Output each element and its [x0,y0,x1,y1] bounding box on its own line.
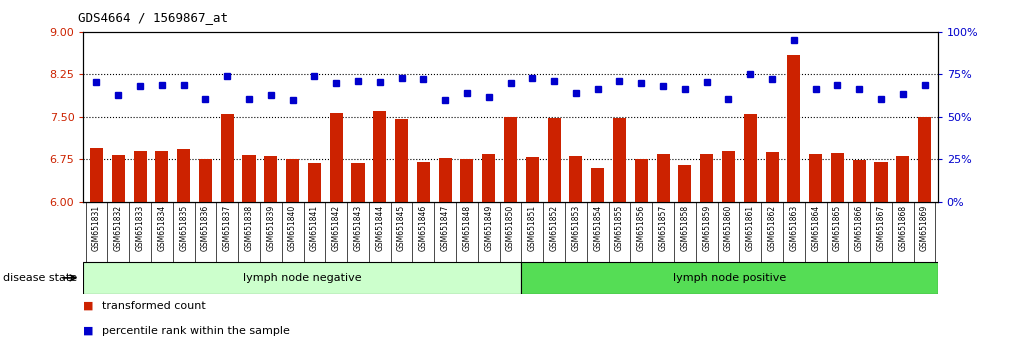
Bar [766,152,779,202]
Text: GSM651852: GSM651852 [549,205,558,251]
Text: GSM651831: GSM651831 [92,205,101,251]
Text: GSM651849: GSM651849 [484,205,493,251]
Bar [918,117,932,202]
Bar [330,113,343,202]
Bar [352,163,364,202]
Bar [896,156,909,202]
Text: GSM651837: GSM651837 [223,205,232,251]
Text: GSM651847: GSM651847 [440,205,450,251]
Text: GSM651841: GSM651841 [310,205,319,251]
Bar [810,154,822,202]
Text: GSM651867: GSM651867 [877,205,886,251]
Text: GSM651840: GSM651840 [288,205,297,251]
Text: GSM651838: GSM651838 [244,205,253,251]
Text: lymph node positive: lymph node positive [673,273,786,283]
Text: GSM651843: GSM651843 [354,205,362,251]
Text: GSM651857: GSM651857 [659,205,667,251]
Text: GSM651868: GSM651868 [898,205,907,251]
Bar [678,165,692,202]
Bar [373,111,386,202]
Text: lymph node negative: lymph node negative [243,273,362,283]
Bar [177,149,190,202]
Text: GSM651834: GSM651834 [158,205,167,251]
Bar [89,148,103,202]
Text: GSM651863: GSM651863 [789,205,798,251]
Text: GSM651856: GSM651856 [637,205,646,251]
Text: GSM651866: GSM651866 [854,205,863,251]
Text: GSM651836: GSM651836 [201,205,210,251]
Bar [831,153,844,202]
Text: GSM651848: GSM651848 [463,205,472,251]
Bar [133,151,146,202]
Text: GSM651850: GSM651850 [506,205,515,251]
Bar [221,114,234,202]
Bar [395,119,408,202]
Text: GSM651851: GSM651851 [528,205,537,251]
Bar [308,163,321,202]
Text: GSM651835: GSM651835 [179,205,188,251]
Bar [635,159,648,202]
Text: disease state: disease state [3,273,77,283]
Bar [264,156,278,202]
Bar [743,114,757,202]
Bar [526,157,539,202]
Bar [722,151,735,202]
Text: GSM651862: GSM651862 [768,205,777,251]
Text: GSM651859: GSM651859 [702,205,711,251]
Text: GSM651846: GSM651846 [419,205,428,251]
Text: transformed count: transformed count [102,301,205,311]
Bar [112,155,125,202]
Text: GSM651853: GSM651853 [572,205,581,251]
Bar [852,160,865,202]
Text: GSM651869: GSM651869 [920,205,930,251]
Text: GSM651855: GSM651855 [615,205,624,251]
Bar [613,118,626,202]
Text: GSM651860: GSM651860 [724,205,733,251]
Text: ■: ■ [83,301,94,311]
Text: GSM651844: GSM651844 [375,205,384,251]
Bar [199,159,212,202]
Bar [83,262,522,294]
Text: GSM651833: GSM651833 [135,205,144,251]
Text: GSM651839: GSM651839 [266,205,276,251]
Text: GSM651842: GSM651842 [332,205,341,251]
Bar [461,159,474,202]
Bar [242,155,255,202]
Bar [438,158,452,202]
Bar [286,159,299,202]
Bar [570,156,583,202]
Bar [547,118,560,202]
Bar [417,162,430,202]
Bar [700,154,713,202]
Text: GSM651854: GSM651854 [593,205,602,251]
Text: GSM651845: GSM651845 [397,205,406,251]
Bar [657,154,669,202]
Text: GSM651858: GSM651858 [680,205,690,251]
Text: GSM651865: GSM651865 [833,205,842,251]
Text: ■: ■ [83,326,94,336]
Bar [875,162,888,202]
Bar [504,117,517,202]
Text: GSM651861: GSM651861 [745,205,755,251]
Text: GSM651832: GSM651832 [114,205,123,251]
Bar [482,154,495,202]
Text: percentile rank within the sample: percentile rank within the sample [102,326,290,336]
Bar [522,262,938,294]
Bar [787,55,800,202]
Text: GSM651864: GSM651864 [812,205,820,251]
Bar [591,168,604,202]
Bar [156,151,169,202]
Text: GDS4664 / 1569867_at: GDS4664 / 1569867_at [78,11,228,24]
